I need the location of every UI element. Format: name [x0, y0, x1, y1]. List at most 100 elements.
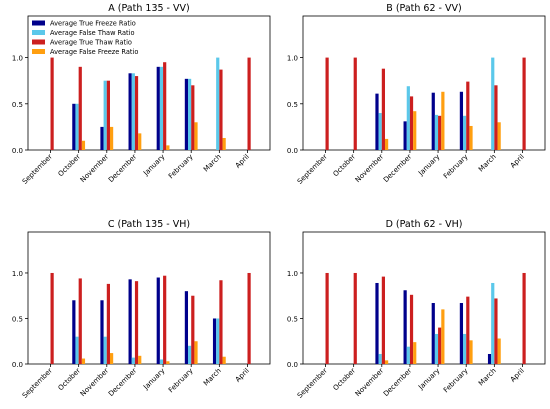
x-tick-label: January	[141, 153, 166, 178]
bar-2-december	[406, 346, 410, 364]
y-tick-label: 1.0	[12, 270, 23, 278]
bar-4-january	[166, 361, 170, 364]
chart-title: C (Path 135 - VH)	[108, 219, 190, 230]
x-tick-label: October	[57, 367, 83, 393]
bar-3-march	[219, 69, 223, 150]
y-tick-label: 0.0	[287, 361, 298, 369]
bar-1-january	[431, 92, 435, 150]
bar-2-march	[491, 57, 495, 151]
bar-2-october	[75, 336, 79, 364]
bar-1-february	[459, 91, 464, 150]
bar-3-february	[466, 296, 470, 364]
x-tick-label: March	[202, 153, 223, 174]
bar-2-february	[463, 115, 467, 150]
x-tick-label: January	[416, 153, 441, 178]
bar-2-march	[216, 318, 220, 364]
legend-label: Average True Freeze Ratio	[50, 20, 136, 28]
bar-2-march	[491, 282, 495, 364]
bar-4-november	[384, 138, 389, 150]
bar-4-december	[138, 355, 142, 364]
bar-2-november	[103, 80, 107, 150]
x-tick-label: February	[167, 153, 195, 181]
plot-frame	[27, 231, 271, 365]
plot-frame	[302, 15, 546, 151]
bar-2-december	[406, 86, 410, 150]
x-tick-label: December	[107, 153, 138, 184]
plot-frame	[27, 15, 271, 151]
legend-swatch	[32, 39, 45, 45]
x-tick-label: December	[107, 367, 138, 398]
bar-3-april	[522, 272, 526, 364]
x-tick-label: September	[21, 367, 54, 400]
x-tick-label: January	[141, 367, 166, 392]
bar-2-november	[103, 336, 107, 364]
bar-3-november	[381, 68, 385, 150]
bar-3-january	[438, 115, 442, 150]
x-tick-label: April	[509, 153, 526, 170]
bar-3-march	[494, 298, 498, 364]
bar-3-february	[191, 85, 195, 150]
bar-1-november	[375, 282, 379, 364]
bar-3-december	[134, 281, 139, 364]
bar-1-december	[128, 279, 132, 364]
bar-3-january	[163, 62, 167, 150]
bar-4-november	[109, 353, 114, 364]
bar-2-november	[378, 353, 382, 364]
bar-1-november	[100, 300, 104, 364]
bar-1-october	[72, 103, 76, 150]
bar-1-november	[100, 126, 104, 150]
y-tick-label: 0.0	[12, 147, 23, 155]
bar-2-february	[188, 78, 192, 150]
bar-4-november	[109, 126, 114, 150]
x-tick-label: January	[416, 367, 441, 392]
bar-3-october	[353, 272, 357, 364]
bar-1-january	[431, 303, 435, 364]
chart-panel-4: D (Path 62 - VH) 0.0 0.5 1.0 September Octobe…	[287, 219, 546, 400]
bar-2-january	[159, 359, 164, 364]
chart-panel-3: C (Path 135 - VH) 0.0 0.5 1.0 September Octob…	[12, 219, 271, 400]
bar-4-february	[469, 340, 473, 364]
chart-panel-1: A (Path 135 - VV) 0.0 0.5 1.0 September Octob…	[12, 3, 271, 186]
x-tick-label: March	[477, 153, 498, 174]
bar-3-september	[50, 57, 54, 151]
bar-2-february	[463, 333, 467, 364]
bar-1-december	[403, 121, 407, 150]
bar-4-october	[81, 358, 86, 364]
x-tick-label: February	[442, 153, 470, 181]
bar-3-april	[522, 57, 526, 151]
bar-4-december	[413, 342, 417, 364]
bar-4-november	[384, 360, 389, 364]
y-tick-label: 0.5	[12, 315, 23, 323]
bar-3-december	[134, 76, 139, 150]
bar-1-november	[375, 93, 379, 150]
bar-4-march	[497, 122, 501, 150]
bar-2-december	[131, 73, 135, 150]
x-tick-label: April	[509, 367, 526, 384]
legend-label: Average False Freeze Ratio	[50, 48, 138, 56]
bar-3-november	[381, 276, 385, 364]
legend-label: Average True Thaw Ratio	[50, 39, 132, 47]
bar-1-february	[184, 291, 189, 364]
bar-4-january	[441, 91, 445, 150]
y-tick-label: 0.5	[12, 101, 23, 109]
x-tick-label: November	[354, 153, 385, 184]
bar-1-january	[156, 66, 160, 150]
x-tick-label: November	[79, 367, 110, 398]
bar-3-february	[191, 295, 195, 364]
y-tick-label: 0.0	[287, 147, 298, 155]
bar-4-march	[222, 356, 226, 364]
legend-swatch	[32, 49, 45, 54]
bar-3-february	[466, 81, 470, 150]
y-tick-label: 1.0	[12, 55, 23, 63]
x-tick-label: September	[21, 153, 54, 186]
bar-3-january	[438, 327, 442, 364]
bar-3-january	[163, 275, 167, 364]
plot-frame	[302, 231, 546, 365]
bar-1-march	[487, 353, 492, 364]
bar-1-october	[72, 300, 76, 364]
bar-3-september	[50, 272, 54, 364]
bar-4-january	[166, 145, 170, 150]
bar-3-april	[247, 57, 251, 151]
x-tick-label: October	[57, 153, 83, 179]
